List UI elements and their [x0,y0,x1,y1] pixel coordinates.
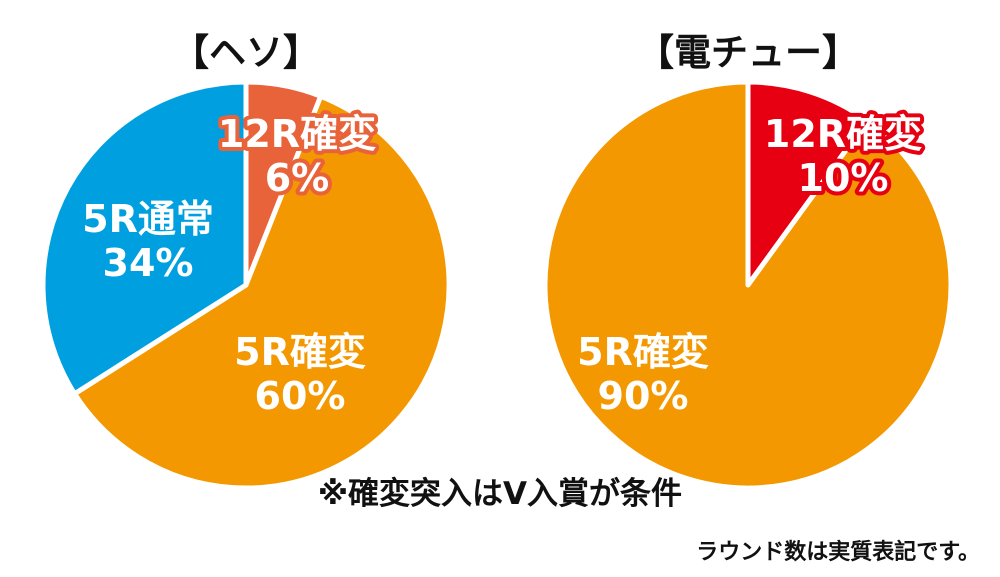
slice-percent-label: 90% [598,374,689,418]
pie-slice-12r-kakuhen [745,79,870,288]
slice-percent-label: 34% [103,241,194,285]
slice-category-label: 12R確変 [764,112,922,156]
slice-category-label: 12R確変 [218,112,376,156]
slice-percent-label: 6% [265,156,330,200]
label-slice-12r-kakuhen: 12R確変 10% [764,112,922,200]
source-note: ラウンド数は実質表記です。 [696,539,980,565]
label-slice-5r-kakuhen: 5R確変 90% [577,330,709,418]
label-slice-5r-tsujo: 5R通常 34% [82,197,214,285]
chart-title: 【ヘソ】 [172,31,320,74]
slice-percent-label: 10% [798,156,889,200]
slice-percent-label: 60% [255,374,346,418]
label-slice-12r-kakuhen: 12R確変 6% [218,112,376,200]
pie-slice-5r-kakuhen [72,93,452,491]
chart-title: 【電チュー】 [637,31,859,74]
pie-slice-5r-tsujo [40,79,249,397]
pie-chart-denchu: 【電チュー】 12R確変 10% 5R確変 90% [542,31,954,491]
label-slice-5r-kakuhen: 5R確変 60% [234,330,366,418]
pie-chart-heso: 【ヘソ】12R確変 6%5R確変 60%5R通常 34% [40,31,452,491]
slice-category-label: 5R確変 [577,330,709,374]
footnote: ※確変突入はV入賞が条件 [318,476,682,512]
slice-category-label: 5R確変 [234,330,366,374]
pie-slice-5r-kakuhen [542,79,954,491]
slice-category-label: 5R通常 [82,197,214,241]
